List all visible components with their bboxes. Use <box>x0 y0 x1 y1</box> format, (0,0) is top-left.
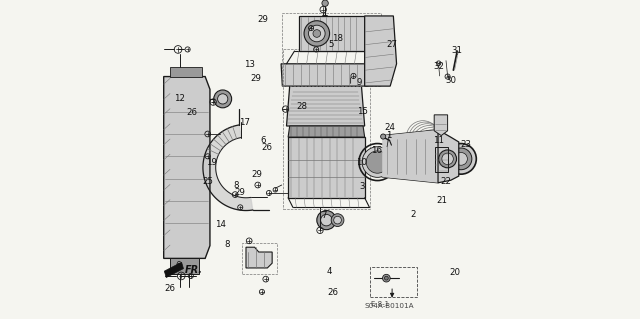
Text: 7: 7 <box>321 211 326 220</box>
Circle shape <box>442 153 453 165</box>
Polygon shape <box>434 115 447 136</box>
Circle shape <box>218 94 228 104</box>
Text: 9: 9 <box>357 78 362 87</box>
Text: FR.: FR. <box>185 264 203 275</box>
Bar <box>242 243 277 274</box>
Text: 13: 13 <box>244 60 255 69</box>
Text: 16: 16 <box>371 146 381 155</box>
Polygon shape <box>170 67 202 77</box>
Polygon shape <box>164 77 210 258</box>
Circle shape <box>322 0 328 6</box>
Circle shape <box>321 214 332 226</box>
Text: 15: 15 <box>356 107 367 116</box>
Polygon shape <box>281 64 369 86</box>
Text: 29: 29 <box>234 188 245 197</box>
Text: 10: 10 <box>356 158 367 167</box>
Text: 26: 26 <box>261 143 272 152</box>
Circle shape <box>385 276 388 280</box>
Text: 31: 31 <box>452 46 463 55</box>
Text: 32: 32 <box>433 63 444 71</box>
Text: 26: 26 <box>164 284 175 293</box>
Circle shape <box>383 274 390 282</box>
Text: 23: 23 <box>460 140 471 149</box>
Text: 27: 27 <box>386 40 397 48</box>
Circle shape <box>214 90 232 108</box>
Text: 25: 25 <box>202 177 213 186</box>
Circle shape <box>445 144 476 174</box>
Text: 2: 2 <box>410 210 416 219</box>
Polygon shape <box>246 247 272 268</box>
Polygon shape <box>287 86 365 126</box>
Polygon shape <box>288 126 365 137</box>
Text: 1: 1 <box>386 131 391 140</box>
Circle shape <box>304 21 330 46</box>
Text: 20: 20 <box>450 268 461 277</box>
Text: 26: 26 <box>186 108 197 117</box>
Text: 30: 30 <box>445 76 456 85</box>
Polygon shape <box>203 125 253 211</box>
Text: S04A-B0101A: S04A-B0101A <box>365 303 414 308</box>
Bar <box>282 13 381 86</box>
Text: 24: 24 <box>384 123 395 132</box>
Text: 4: 4 <box>327 267 332 276</box>
Text: 8: 8 <box>234 181 239 190</box>
Polygon shape <box>382 130 438 183</box>
Text: 19: 19 <box>206 158 217 167</box>
Text: 12: 12 <box>174 94 185 103</box>
Text: 28: 28 <box>296 102 308 111</box>
Text: 29: 29 <box>252 170 262 179</box>
Text: 8: 8 <box>225 240 230 249</box>
Text: 6: 6 <box>260 136 266 145</box>
Polygon shape <box>365 16 397 86</box>
Text: 29: 29 <box>258 15 269 24</box>
Text: 17: 17 <box>239 118 250 127</box>
Circle shape <box>381 134 386 139</box>
Text: 6: 6 <box>175 261 180 270</box>
Bar <box>435 147 448 172</box>
Text: 29: 29 <box>251 74 262 83</box>
Text: 11: 11 <box>433 137 444 145</box>
Circle shape <box>333 216 341 224</box>
Polygon shape <box>300 16 365 51</box>
Circle shape <box>317 211 336 230</box>
Text: 22: 22 <box>441 177 452 186</box>
Polygon shape <box>170 258 199 274</box>
Polygon shape <box>288 137 365 198</box>
Circle shape <box>313 30 321 37</box>
Bar <box>371 267 417 297</box>
Text: 18: 18 <box>332 34 344 43</box>
Text: 26: 26 <box>327 288 339 297</box>
Text: 14: 14 <box>215 220 226 229</box>
Circle shape <box>366 151 388 173</box>
Polygon shape <box>164 262 184 278</box>
Circle shape <box>450 148 472 170</box>
Circle shape <box>308 25 325 42</box>
Circle shape <box>362 147 393 177</box>
Polygon shape <box>438 130 459 183</box>
Text: 5: 5 <box>328 40 333 48</box>
Text: 3: 3 <box>359 182 365 191</box>
Bar <box>284 49 370 209</box>
Circle shape <box>331 214 344 226</box>
Circle shape <box>438 150 456 168</box>
Text: E 8-1: E 8-1 <box>371 301 389 307</box>
Circle shape <box>454 152 467 165</box>
Text: 21: 21 <box>436 196 447 205</box>
